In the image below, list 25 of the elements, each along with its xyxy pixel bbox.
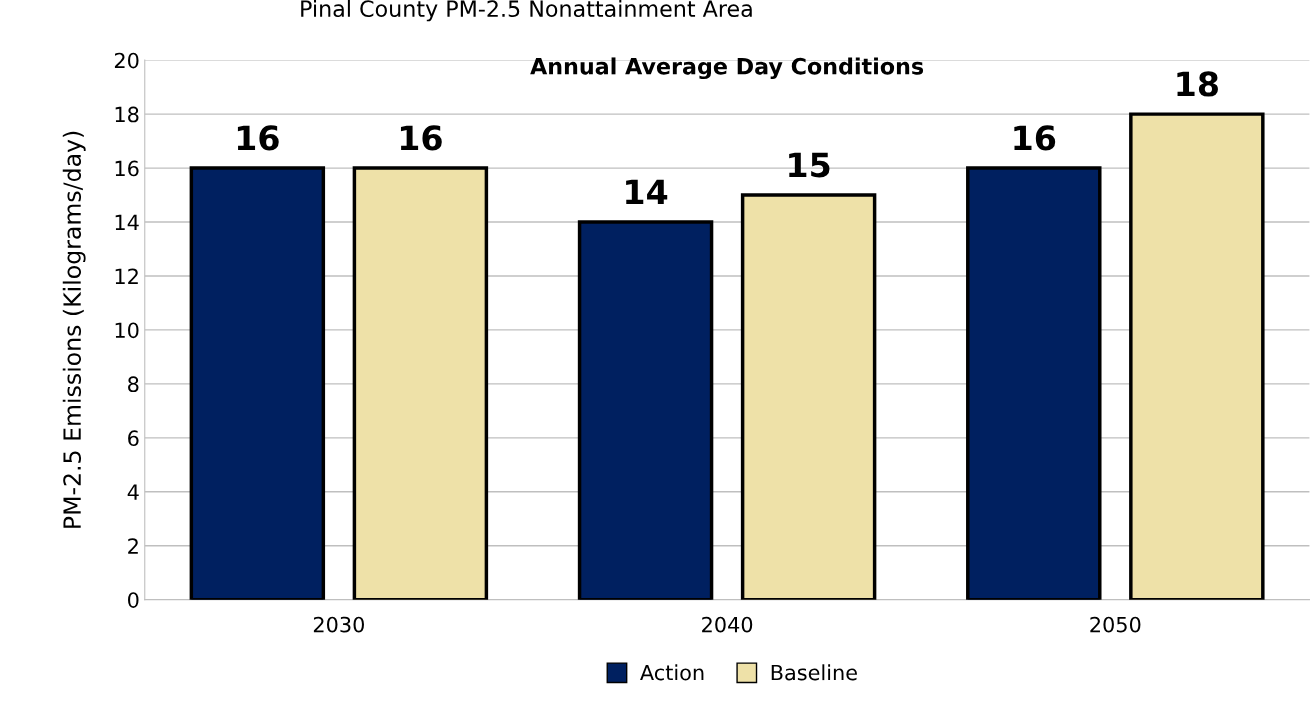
y-tick-label: 18: [115, 106, 139, 123]
y-tick-label: 10: [115, 322, 139, 339]
y-tick-label: 2: [128, 538, 138, 554]
y-tick-label: 14: [115, 214, 139, 230]
x-tick-label: 2050: [1090, 616, 1141, 633]
data-label: 14: [626, 179, 668, 204]
y-tick-label: 0: [128, 592, 139, 608]
y-axis-title: PM-2.5 Emissions (Kilograms/day): [62, 131, 86, 528]
chart-title: Pinal County PM-2.5 Nonattainment Area: [301, 0, 752, 22]
x-tick-label: 2040: [702, 616, 753, 633]
y-tick-label: 8: [128, 376, 139, 393]
legend-label: Action: [640, 664, 704, 681]
y-tick-label: 20: [114, 52, 139, 69]
chart-subtitle: Annual Average Day Conditions: [530, 57, 924, 80]
y-tick-label: 12: [115, 268, 138, 284]
data-label: 16: [400, 125, 442, 151]
y-tick-label: 16: [115, 160, 139, 177]
x-tick-label: 2030: [313, 616, 364, 633]
data-label: 18: [1177, 71, 1218, 97]
data-label: 15: [789, 152, 830, 178]
data-label: 16: [237, 125, 279, 151]
y-tick-label: 6: [128, 430, 139, 447]
legend-label: Baseline: [771, 664, 857, 681]
data-label: 16: [1014, 125, 1056, 151]
y-tick-label: 4: [127, 484, 139, 500]
